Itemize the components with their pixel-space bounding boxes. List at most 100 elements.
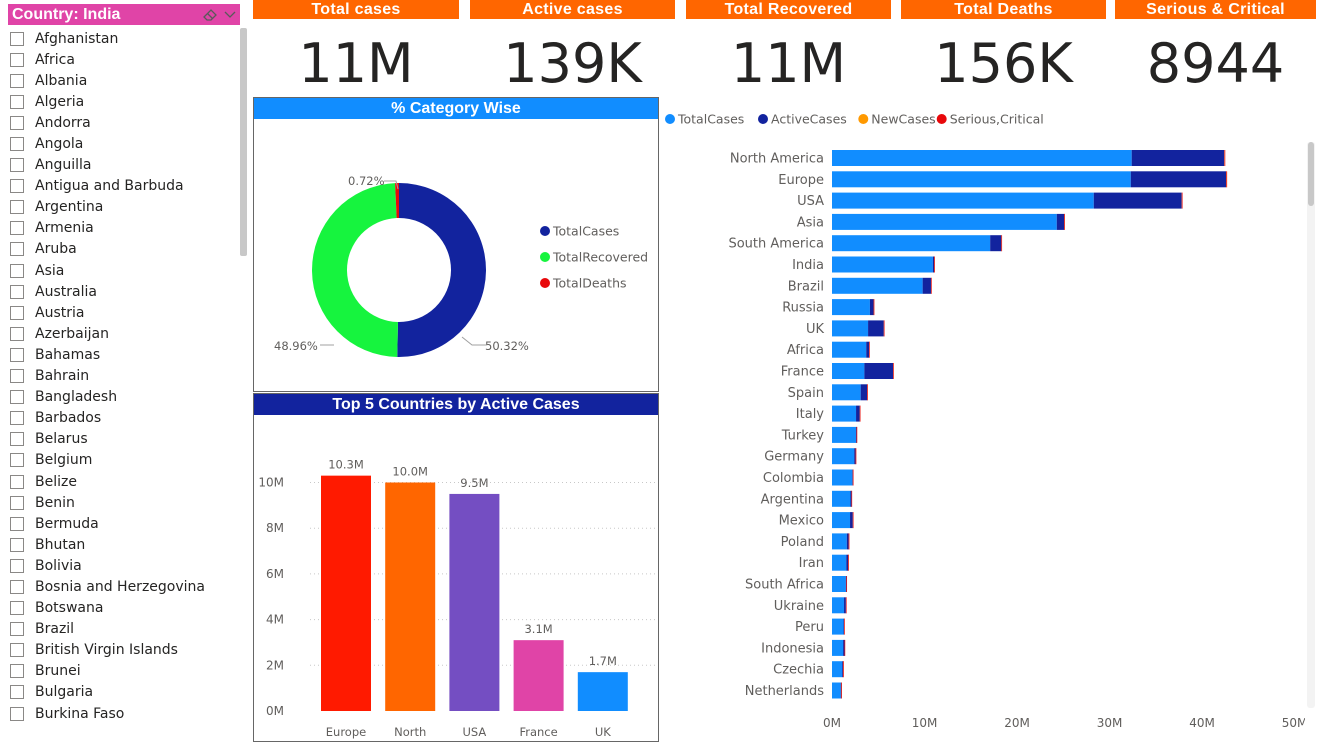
- slicer-item[interactable]: Benin: [10, 492, 238, 513]
- checkbox[interactable]: [10, 158, 24, 173]
- slicer-item[interactable]: Bolivia: [10, 555, 238, 576]
- slicer-item[interactable]: Bahrain: [10, 366, 238, 387]
- bar-segment[interactable]: [856, 426, 858, 443]
- bar-segment[interactable]: [856, 426, 857, 443]
- bar-segment[interactable]: [869, 299, 874, 316]
- checkbox[interactable]: [10, 200, 24, 215]
- bar-segment[interactable]: [855, 448, 857, 465]
- bar-segment[interactable]: [854, 448, 856, 465]
- checkbox[interactable]: [10, 263, 24, 278]
- slicer-item[interactable]: Burkina Faso: [10, 703, 238, 724]
- bar-segment[interactable]: [832, 299, 870, 316]
- slicer-item[interactable]: Azerbaijan: [10, 323, 238, 344]
- bar-segment[interactable]: [1064, 213, 1065, 230]
- slicer-item[interactable]: Bosnia and Herzegovina: [10, 576, 238, 597]
- eraser-icon[interactable]: [202, 7, 218, 22]
- slicer-item[interactable]: Brunei: [10, 661, 238, 682]
- slicer-item[interactable]: Bulgaria: [10, 682, 238, 703]
- bar-segment[interactable]: [832, 426, 857, 443]
- checkbox[interactable]: [10, 685, 24, 700]
- slicer-item[interactable]: Belarus: [10, 429, 238, 450]
- bar-segment[interactable]: [867, 384, 868, 401]
- slicer-scrollbar[interactable]: [240, 28, 247, 256]
- slicer-item[interactable]: Botswana: [10, 598, 238, 619]
- checkbox[interactable]: [10, 326, 24, 341]
- checkbox[interactable]: [10, 537, 24, 552]
- bar-segment[interactable]: [848, 533, 850, 550]
- checkbox[interactable]: [10, 52, 24, 67]
- checkbox[interactable]: [10, 390, 24, 405]
- bar-segment[interactable]: [832, 576, 846, 592]
- checkbox[interactable]: [10, 347, 24, 362]
- bar-segment[interactable]: [851, 490, 853, 507]
- hbar-scrollbar-track[interactable]: [1307, 142, 1315, 708]
- slicer-item[interactable]: Austria: [10, 302, 238, 323]
- bar-segment[interactable]: [832, 554, 847, 571]
- checkbox[interactable]: [10, 706, 24, 721]
- slicer-item[interactable]: Aruba: [10, 239, 238, 260]
- checkbox[interactable]: [10, 474, 24, 489]
- bar-segment[interactable]: [864, 363, 894, 379]
- bar-segment[interactable]: [868, 320, 884, 337]
- bar-segment[interactable]: [1093, 192, 1182, 209]
- bar-segment[interactable]: [850, 490, 852, 507]
- bar-segment[interactable]: [832, 597, 845, 614]
- bar-segment[interactable]: [1130, 171, 1227, 188]
- checkbox[interactable]: [10, 664, 24, 679]
- chevron-down-icon[interactable]: [223, 7, 237, 22]
- bar-segment[interactable]: [832, 256, 933, 273]
- slicer-item[interactable]: Asia: [10, 260, 238, 281]
- bar-segment[interactable]: [832, 469, 853, 486]
- slicer-item[interactable]: Anguilla: [10, 155, 238, 176]
- bar-segment[interactable]: [852, 512, 854, 529]
- bar-segment[interactable]: [866, 341, 869, 358]
- slicer-item[interactable]: Angola: [10, 133, 238, 154]
- bar-segment[interactable]: [846, 533, 849, 550]
- slicer-item[interactable]: Bhutan: [10, 534, 238, 555]
- hbar-scrollbar-thumb[interactable]: [1308, 142, 1314, 206]
- checkbox[interactable]: [10, 73, 24, 88]
- donut-slice[interactable]: [397, 183, 486, 357]
- bar-segment[interactable]: [832, 405, 857, 422]
- checkbox[interactable]: [10, 579, 24, 594]
- slicer-item[interactable]: Antigua and Barbuda: [10, 176, 238, 197]
- slicer-item[interactable]: Armenia: [10, 218, 238, 239]
- bar-segment[interactable]: [893, 363, 894, 379]
- bar-segment[interactable]: [832, 533, 847, 550]
- slicer-item[interactable]: Brazil: [10, 619, 238, 640]
- bar-segment[interactable]: [844, 597, 846, 614]
- bar-segment[interactable]: [860, 384, 868, 401]
- bar-segment[interactable]: [832, 682, 841, 699]
- slicer-item[interactable]: Belize: [10, 471, 238, 492]
- checkbox[interactable]: [10, 115, 24, 130]
- bar-segment[interactable]: [845, 576, 847, 592]
- checkbox[interactable]: [10, 516, 24, 531]
- bar-segment[interactable]: [850, 512, 853, 529]
- slicer-header[interactable]: Country: India: [8, 4, 240, 25]
- bar-segment[interactable]: [848, 554, 849, 571]
- bar-segment[interactable]: [832, 490, 851, 507]
- donut-slice[interactable]: [395, 183, 399, 219]
- checkbox[interactable]: [10, 305, 24, 320]
- checkbox[interactable]: [10, 643, 24, 658]
- bar-segment[interactable]: [859, 405, 861, 422]
- bar-segment[interactable]: [934, 256, 935, 273]
- bar-segment[interactable]: [845, 597, 847, 614]
- slicer-item[interactable]: Belgium: [10, 450, 238, 471]
- bar-segment[interactable]: [832, 235, 991, 252]
- bar-segment[interactable]: [846, 576, 848, 592]
- bar-segment[interactable]: [852, 469, 853, 486]
- bar-segment[interactable]: [843, 639, 845, 656]
- bar-segment[interactable]: [840, 682, 842, 699]
- bar-segment[interactable]: [832, 341, 867, 358]
- slicer-item[interactable]: Afghanistan: [10, 28, 238, 49]
- bar-segment[interactable]: [1181, 192, 1183, 209]
- bar-segment[interactable]: [832, 639, 844, 656]
- checkbox[interactable]: [10, 31, 24, 46]
- bar-segment[interactable]: [832, 618, 844, 635]
- checkbox[interactable]: [10, 284, 24, 299]
- bar-segment[interactable]: [1224, 150, 1225, 166]
- slicer-item[interactable]: Albania: [10, 70, 238, 91]
- bar-segment[interactable]: [869, 341, 870, 358]
- bar-segment[interactable]: [832, 150, 1132, 166]
